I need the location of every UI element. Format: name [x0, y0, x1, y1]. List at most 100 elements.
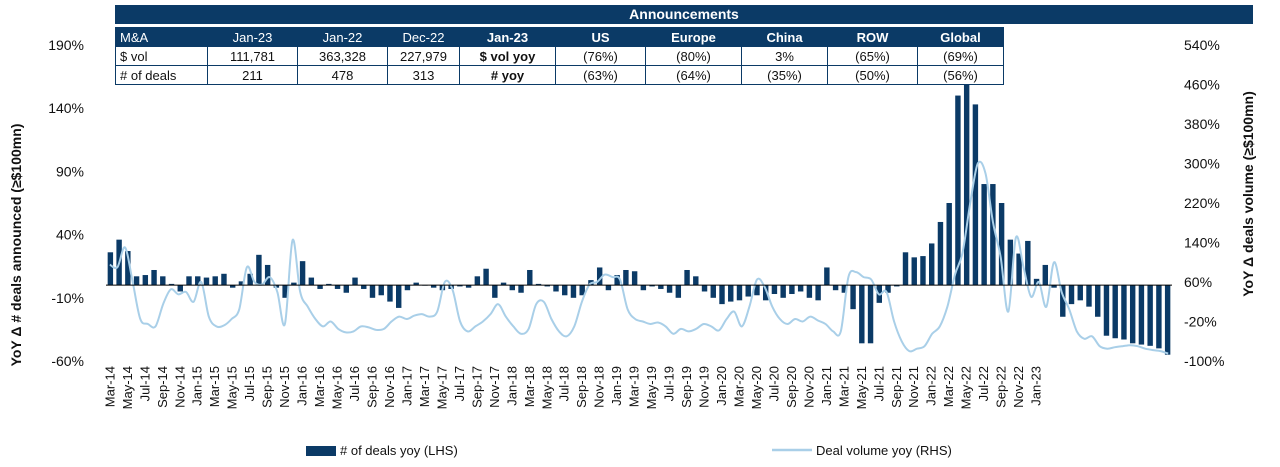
table-cell: (69%) — [917, 46, 1004, 66]
table-cell: 478 — [297, 65, 388, 85]
x-tick-label: Mar-16 — [312, 366, 327, 407]
deals-bar — [902, 252, 909, 286]
deals-bar — [238, 281, 245, 286]
deals-bar — [832, 285, 839, 291]
deals-bar — [212, 276, 218, 286]
deals-bar — [771, 285, 778, 295]
x-tick-label: Sep-17 — [469, 366, 484, 408]
deals-bar — [1077, 285, 1083, 301]
deals-bar — [352, 277, 358, 286]
deals-bar — [430, 285, 437, 288]
deals-bar — [518, 285, 524, 293]
left-tick-label: 40% — [56, 227, 84, 243]
left-tick-label: -10% — [51, 290, 84, 306]
deals-bar — [1103, 285, 1110, 336]
deals-bar — [308, 277, 315, 286]
deals-bar — [728, 285, 734, 302]
deals-bar — [963, 72, 970, 286]
deals-bar — [1138, 285, 1145, 345]
x-tick-label: Jul-15 — [242, 366, 257, 401]
x-tick-label: Nov-16 — [382, 366, 397, 408]
deals-bar — [623, 269, 629, 286]
deals-bar — [229, 285, 236, 288]
right-axis-label: YoY Δ deals volume (≥$100mn) — [1240, 91, 1256, 297]
x-tick-label: Mar-21 — [836, 366, 851, 407]
deals-bar — [500, 282, 507, 286]
deals-bar — [649, 285, 655, 287]
deals-bar — [745, 285, 751, 297]
x-tick-label: Mar-19 — [627, 366, 642, 407]
deals-bar — [570, 285, 577, 298]
table-cell: (35%) — [741, 65, 828, 85]
deals-bar — [107, 252, 114, 286]
deals-bar — [675, 285, 682, 298]
deals-bar — [203, 277, 210, 286]
x-tick-label: Jul-18 — [557, 366, 572, 401]
table-cell: 211 — [207, 65, 298, 85]
left-tick-label: -60% — [51, 353, 84, 369]
x-tick-label: Sep-15 — [260, 366, 275, 408]
x-tick-label: May-15 — [225, 366, 240, 409]
deals-bar — [457, 285, 463, 287]
deals-bar — [483, 268, 489, 286]
deals-bar — [133, 276, 140, 286]
x-tick-label: Nov-21 — [906, 366, 921, 408]
x-tick-label: Jul-21 — [871, 366, 886, 401]
table-cell: (50%) — [827, 65, 918, 85]
table-cell: 3% — [741, 46, 828, 66]
deals-bar — [605, 285, 612, 291]
deals-bar — [1112, 285, 1118, 339]
x-tick-label: Jan-23 — [1029, 366, 1044, 406]
x-tick-label: Sep-20 — [784, 366, 799, 408]
deals-bar — [920, 256, 926, 286]
deals-bar — [929, 243, 935, 286]
x-tick-label: Jan-18 — [504, 366, 519, 406]
right-tick-label: -20% — [1184, 314, 1217, 330]
x-tick-label: Nov-15 — [277, 366, 292, 408]
deals-bar — [1068, 285, 1075, 305]
deals-bar — [631, 271, 638, 286]
table-cell: (56%) — [917, 65, 1004, 85]
deals-bar — [221, 273, 227, 286]
legend-line-label: Deal volume yoy (RHS) — [816, 443, 952, 458]
x-tick-label: Jul-14 — [137, 366, 152, 401]
deals-bar — [736, 285, 743, 301]
table-cell: 363,328 — [297, 46, 388, 66]
deals-bar — [282, 285, 288, 298]
x-tick-label: May-22 — [959, 366, 974, 409]
deals-bar — [387, 285, 393, 302]
deals-bar — [1051, 285, 1057, 288]
deals-bar — [972, 104, 979, 286]
header-cell: Jan-22 — [297, 27, 388, 47]
table-cell: $ vol — [115, 46, 208, 66]
x-tick-label: Jan-22 — [924, 366, 939, 406]
x-tick-label: Nov-17 — [487, 366, 502, 408]
x-tick-label: Mar-20 — [732, 366, 747, 407]
deals-bar — [1121, 285, 1127, 340]
deals-bar — [334, 285, 341, 289]
deals-bar — [1095, 285, 1101, 317]
table-header-row: M&A Jan-23 Jan-22 Dec-22 Jan-23 US Europ… — [115, 27, 1004, 47]
deals-bar — [867, 285, 874, 344]
left-axis-label: YoY Δ # deals announced (≥$100mn) — [8, 124, 24, 367]
deals-bar — [640, 285, 647, 291]
x-tick-label: Sep-22 — [994, 366, 1009, 408]
header-cell: Dec-22 — [387, 27, 460, 47]
deals-bar — [824, 267, 830, 286]
deals-bar — [1025, 240, 1031, 286]
deals-bar — [894, 285, 900, 287]
table-cell: (64%) — [645, 65, 742, 85]
deals-bar — [378, 285, 384, 296]
deals-bar — [1086, 285, 1092, 307]
table-cell: (76%) — [555, 46, 646, 66]
header-cell: Jan-23 — [207, 27, 298, 47]
x-tick-label: Nov-18 — [592, 366, 607, 408]
deals-bar — [850, 285, 856, 310]
deals-bar — [492, 285, 498, 298]
x-tick-label: Jan-17 — [400, 366, 415, 406]
left-tick-label: 190% — [48, 37, 84, 53]
deals-bar — [168, 283, 175, 286]
deals-bar — [361, 285, 367, 289]
left-axis-ticks: 190% 140% 90% 40% -10% -60% — [48, 37, 84, 369]
x-tick-label: Sep-21 — [889, 366, 904, 408]
